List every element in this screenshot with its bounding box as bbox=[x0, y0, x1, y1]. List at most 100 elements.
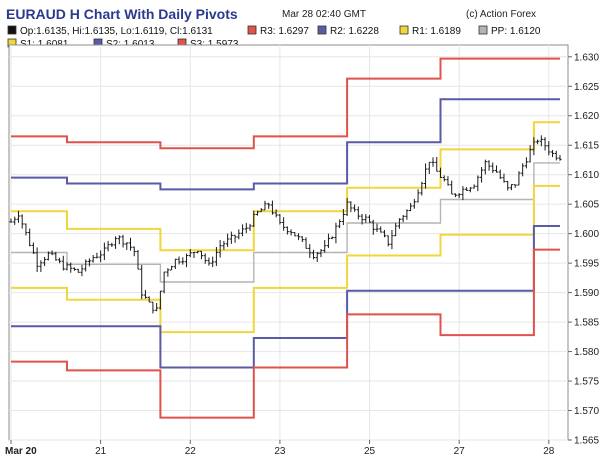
ohlc-bar bbox=[338, 219, 342, 229]
ohlc-bar bbox=[360, 213, 364, 225]
y-tick-label: 1.570 bbox=[574, 406, 599, 417]
legend-entry-r1: R1: 1.6189 bbox=[399, 25, 461, 37]
ohlc-bar bbox=[31, 242, 36, 254]
ohlc-bar bbox=[24, 223, 28, 236]
ohlc-bar bbox=[237, 229, 241, 240]
ohlc-bar bbox=[69, 262, 73, 273]
ohlc-bar bbox=[558, 155, 562, 161]
legend-entry-pp: PP: 1.6120 bbox=[478, 25, 541, 37]
legend-label: PP: 1.6120 bbox=[491, 26, 541, 37]
legend-label: R1: 1.6189 bbox=[412, 26, 461, 37]
ohlc-bar bbox=[379, 226, 383, 233]
ohlc-bar bbox=[106, 240, 110, 252]
ohlc-bar bbox=[132, 246, 136, 257]
ohlc-bar bbox=[147, 296, 151, 303]
ohlc-bar bbox=[270, 200, 275, 215]
ohlc-bar bbox=[394, 222, 398, 237]
ohlc-bar bbox=[54, 251, 58, 261]
legend-entry-r2: R2: 1.6228 bbox=[317, 25, 379, 37]
ohlc-bar bbox=[513, 184, 517, 188]
ohlc-bar bbox=[39, 260, 43, 272]
timestamp-label: Mar 28 02:40 GMT bbox=[282, 9, 366, 20]
ohlc-bar bbox=[453, 193, 458, 198]
ohlc-bar bbox=[334, 222, 338, 244]
ohlc-bar bbox=[203, 253, 207, 264]
y-tick-label: 1.565 bbox=[574, 436, 599, 447]
ohlc-bar bbox=[524, 157, 528, 169]
ohlc-bar bbox=[349, 201, 353, 213]
ohlc-bar bbox=[110, 242, 114, 247]
ohlc-bar bbox=[267, 202, 271, 209]
ohlc-bar bbox=[532, 137, 536, 156]
ohlc-bar bbox=[438, 167, 443, 179]
ohlc-bar bbox=[99, 250, 103, 263]
ohlc-bar bbox=[435, 156, 439, 172]
ohlc-bar bbox=[162, 271, 166, 294]
ohlc-bar bbox=[494, 165, 499, 173]
ohlc-bar bbox=[169, 265, 174, 271]
ohlc-bar bbox=[285, 226, 289, 235]
pivot-line-r1 bbox=[11, 121, 560, 252]
y-tick-label: 1.630 bbox=[574, 52, 599, 63]
ohlc-bar bbox=[252, 210, 256, 227]
ohlc-bar bbox=[446, 176, 450, 186]
plot-area bbox=[8, 44, 569, 441]
legend-entry-r3: R3: 1.6297 bbox=[247, 25, 309, 37]
pivot-line-pp bbox=[11, 162, 560, 283]
ohlc-bar bbox=[296, 233, 301, 241]
ohlc-bar bbox=[72, 267, 77, 271]
pivot-lines bbox=[11, 57, 560, 419]
ohlc-bar bbox=[472, 184, 476, 189]
ohlc-bar bbox=[554, 150, 558, 161]
ohlc-bar bbox=[28, 228, 32, 247]
ohlc-bar bbox=[136, 250, 140, 270]
ohlc-bar bbox=[35, 247, 39, 273]
ohlc-bar bbox=[535, 139, 540, 145]
ohlc-bar bbox=[539, 135, 543, 147]
ohlc-bar bbox=[517, 171, 521, 186]
legend-swatch bbox=[399, 25, 409, 35]
ohlc-bar bbox=[211, 256, 215, 268]
ohlc-bar bbox=[409, 203, 413, 212]
pivot-line-r3 bbox=[11, 57, 560, 150]
x-tick-label: 22 bbox=[185, 446, 197, 457]
ohlc-bar bbox=[479, 167, 484, 183]
ohlc-bar bbox=[233, 234, 237, 243]
ohlc-bar bbox=[382, 230, 387, 238]
ohlc-bar bbox=[341, 209, 345, 226]
ohlc-bar bbox=[13, 216, 17, 225]
ohlc-bar bbox=[65, 262, 69, 271]
ohlc-bar bbox=[278, 213, 282, 225]
ohlc-bar bbox=[143, 289, 148, 299]
ohlc-bar bbox=[214, 246, 219, 266]
ohlc-bar bbox=[226, 233, 230, 248]
ohlc-bar bbox=[412, 198, 416, 209]
chart-title: EURAUD H Chart With Daily Pivots bbox=[6, 6, 238, 22]
ohlc-bar bbox=[476, 175, 480, 192]
ohlc-bar bbox=[319, 249, 323, 258]
ohlc-bar bbox=[263, 200, 267, 211]
ohlc-bar bbox=[315, 252, 319, 262]
ohlc-bar bbox=[528, 145, 532, 163]
ohlc-bar bbox=[158, 290, 162, 310]
ohlc-bar bbox=[207, 257, 211, 266]
ohlc-bar bbox=[330, 236, 334, 240]
ohlc-bar bbox=[390, 229, 394, 250]
ohlc-bar bbox=[386, 235, 390, 247]
pivot-line-s3 bbox=[11, 248, 560, 419]
ohlc-bar bbox=[450, 180, 454, 195]
ohlc-bar bbox=[423, 163, 428, 189]
ohlc-bar bbox=[465, 187, 469, 191]
ohlc-bar bbox=[181, 257, 185, 265]
ohlc-bar bbox=[304, 237, 308, 249]
legend-entry-ohlc: Op:1.6135, Hi:1.6135, Lo:1.6119, Cl:1.61… bbox=[7, 25, 213, 37]
ohlc-bar bbox=[352, 204, 357, 212]
ohlc-bar bbox=[46, 251, 50, 261]
ohlc-bar bbox=[274, 209, 278, 218]
ohlc-bar bbox=[128, 237, 133, 251]
ohlc-bar bbox=[87, 258, 92, 267]
ohlc-bar bbox=[166, 268, 170, 277]
ohlc-bar bbox=[483, 159, 487, 175]
ohlc-bar bbox=[57, 257, 62, 264]
